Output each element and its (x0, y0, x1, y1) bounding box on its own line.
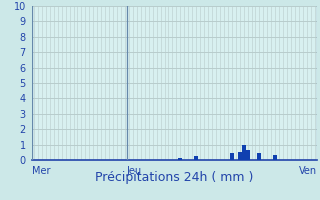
Text: Mer: Mer (32, 166, 51, 176)
Text: Ven: Ven (299, 166, 317, 176)
Text: Jeu: Jeu (127, 166, 142, 176)
Bar (246, 150, 250, 160)
Bar (242, 145, 246, 160)
Bar (238, 152, 242, 160)
X-axis label: Précipitations 24h ( mm ): Précipitations 24h ( mm ) (95, 171, 253, 184)
Bar (273, 155, 277, 160)
Bar (258, 153, 261, 160)
Bar (230, 153, 234, 160)
Bar (178, 158, 182, 160)
Bar (194, 156, 198, 160)
